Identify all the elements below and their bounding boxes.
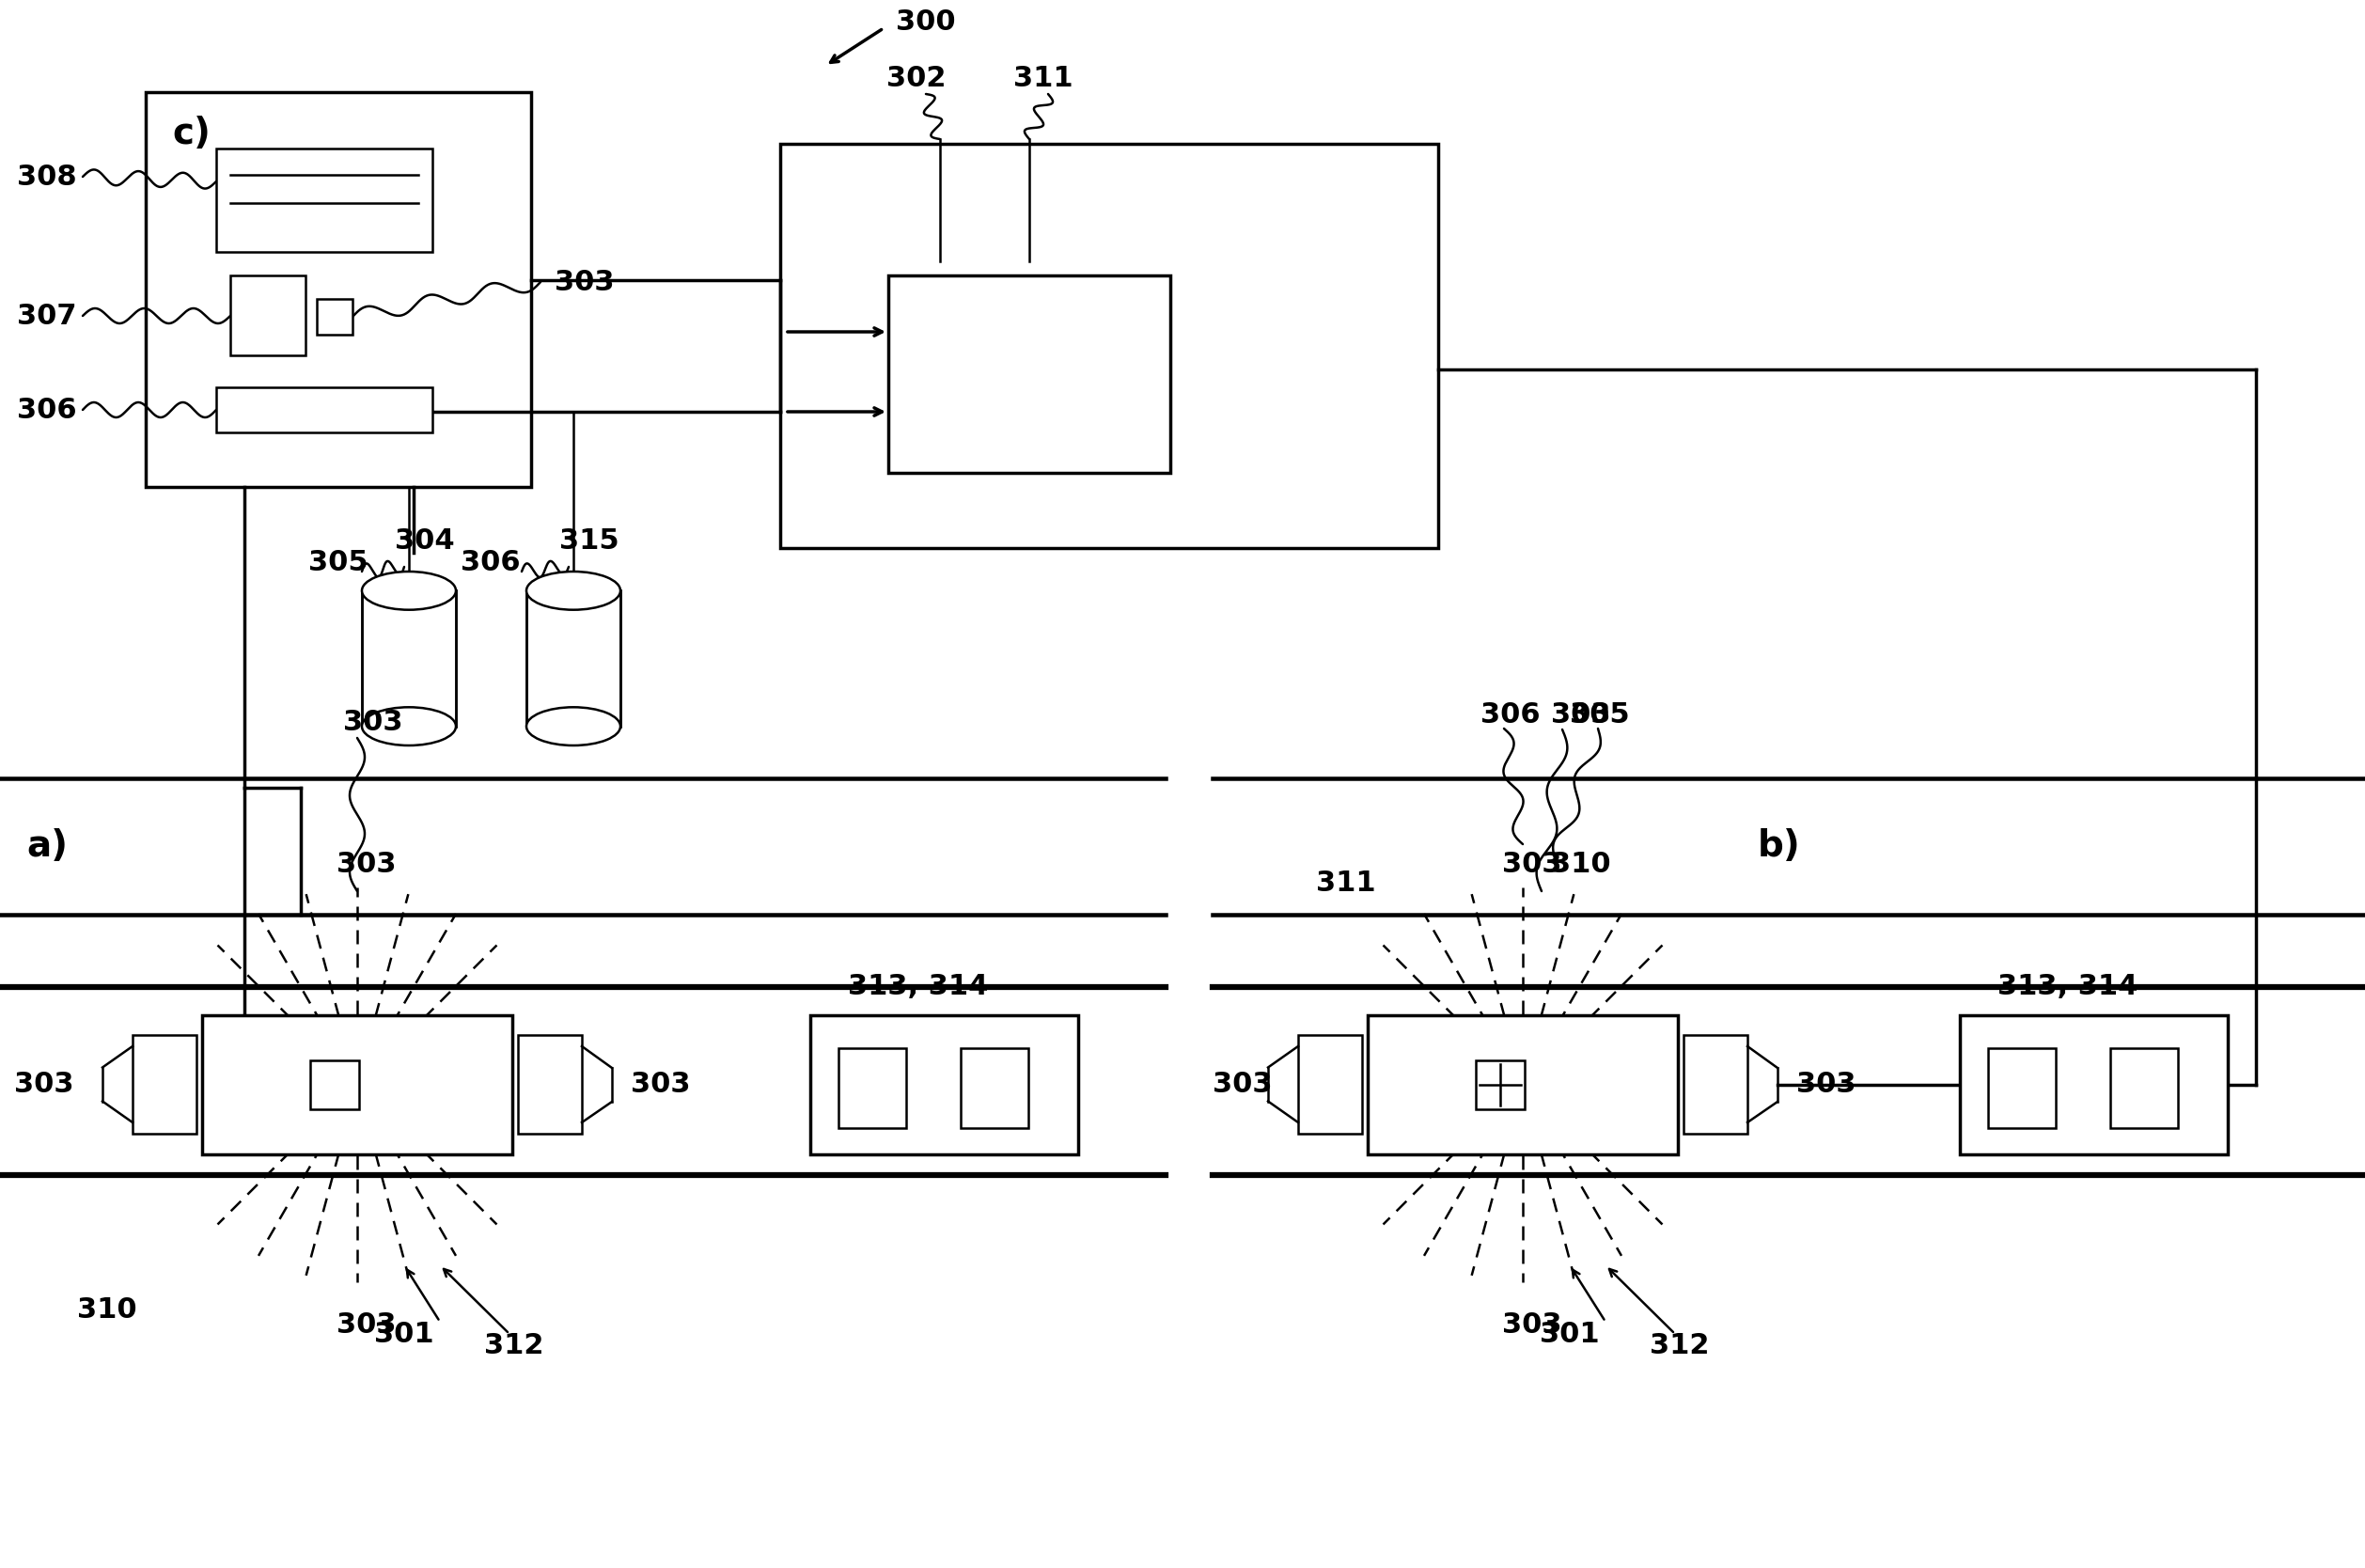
- Bar: [1961, 1014, 2228, 1154]
- Text: 303: 303: [1502, 850, 1561, 878]
- Text: 304: 304: [395, 527, 454, 555]
- Text: 306: 306: [17, 397, 76, 423]
- Bar: [201, 1014, 513, 1154]
- Bar: [1989, 1047, 2055, 1127]
- Text: 312: 312: [485, 1333, 544, 1359]
- Text: 301: 301: [1540, 1320, 1599, 1347]
- Text: 315: 315: [558, 527, 620, 555]
- Text: 310: 310: [78, 1297, 137, 1323]
- Bar: [362, 591, 456, 726]
- Bar: [317, 299, 352, 334]
- Text: 305: 305: [1570, 701, 1629, 728]
- Text: 306: 306: [1480, 701, 1540, 728]
- Ellipse shape: [362, 707, 456, 745]
- Bar: [518, 1035, 582, 1134]
- Bar: [215, 149, 433, 252]
- Bar: [215, 387, 433, 433]
- Bar: [1298, 1035, 1362, 1134]
- Bar: [1367, 1014, 1677, 1154]
- Bar: [147, 93, 532, 488]
- Text: 311: 311: [1315, 869, 1376, 897]
- Text: 306: 306: [461, 549, 520, 575]
- Text: 303: 303: [1797, 1071, 1857, 1099]
- Text: 303: 303: [553, 268, 615, 296]
- Bar: [310, 1060, 359, 1109]
- Bar: [960, 1047, 1029, 1127]
- Text: 303: 303: [1213, 1071, 1272, 1099]
- Ellipse shape: [527, 707, 620, 745]
- Bar: [840, 1047, 906, 1127]
- Text: 303: 303: [14, 1071, 73, 1099]
- Bar: [780, 144, 1438, 549]
- Text: 301: 301: [374, 1320, 433, 1347]
- Text: 313, 314: 313, 314: [1998, 974, 2138, 1000]
- Text: 312: 312: [1651, 1333, 1710, 1359]
- Text: 303: 303: [1551, 701, 1611, 728]
- Ellipse shape: [527, 572, 620, 610]
- Text: b): b): [1757, 828, 1800, 864]
- Text: 313, 314: 313, 314: [849, 974, 989, 1000]
- Text: 310: 310: [1551, 850, 1611, 878]
- Text: 300: 300: [896, 8, 955, 34]
- Text: 303: 303: [343, 709, 402, 735]
- Text: 311: 311: [1015, 64, 1074, 91]
- Bar: [2110, 1047, 2178, 1127]
- Bar: [1476, 1060, 1525, 1109]
- Bar: [132, 1035, 196, 1134]
- Text: 305: 305: [307, 549, 369, 575]
- Bar: [527, 591, 620, 726]
- Text: c): c): [173, 116, 210, 152]
- Text: 303: 303: [336, 850, 397, 878]
- Text: 303: 303: [631, 1071, 691, 1099]
- Bar: [889, 276, 1171, 474]
- Text: a): a): [26, 828, 69, 864]
- Text: 303: 303: [336, 1311, 397, 1338]
- Text: 308: 308: [17, 163, 76, 190]
- Bar: [1684, 1035, 1748, 1134]
- Bar: [229, 276, 305, 356]
- Text: 307: 307: [17, 303, 76, 329]
- Text: 303: 303: [1502, 1311, 1561, 1338]
- Ellipse shape: [362, 572, 456, 610]
- Text: 302: 302: [887, 64, 946, 91]
- Bar: [811, 1014, 1078, 1154]
